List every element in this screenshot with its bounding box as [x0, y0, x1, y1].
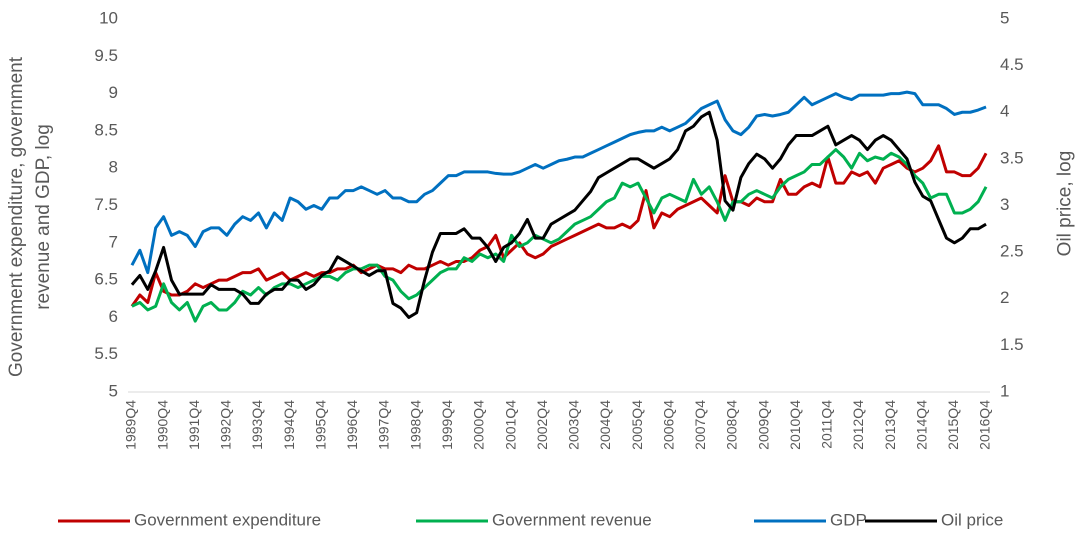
x-tick-label: 2006Q4: [660, 400, 676, 450]
x-tick-label: 2000Q4: [471, 400, 487, 450]
y-tick-label: 7: [109, 232, 118, 251]
x-tick-label: 2005Q4: [629, 400, 645, 450]
x-tick-label: 2001Q4: [502, 400, 518, 450]
x-tick-label: 1993Q4: [249, 400, 265, 450]
legend-label: GDP: [830, 510, 867, 529]
y2-tick-label: 2.5: [1000, 242, 1024, 261]
y-tick-label: 6.5: [94, 270, 118, 289]
x-tick-label: 2009Q4: [755, 400, 771, 450]
y2-tick-label: 1: [1000, 381, 1009, 400]
y-tick-label: 6: [109, 307, 118, 326]
y-tick-label: 7.5: [94, 195, 118, 214]
x-tick-label: 1995Q4: [312, 400, 328, 450]
x-tick-label: 1997Q4: [376, 400, 392, 450]
x-tick-label: 1990Q4: [154, 400, 170, 450]
y-axis-title: Government expenditure, government reven…: [6, 57, 54, 378]
x-tick-label: 2014Q4: [913, 400, 929, 450]
x-tick-label: 2003Q4: [566, 400, 582, 450]
y-tick-label: 8: [109, 158, 118, 177]
series-line: [130, 144, 988, 308]
series-line: [130, 90, 987, 275]
x-tick-label: 2016Q4: [977, 400, 993, 450]
y-tick-label: 5.5: [94, 344, 118, 363]
x-tick-label: 1998Q4: [407, 400, 423, 450]
x-tick-label: 2004Q4: [597, 400, 613, 450]
x-tick-label: 2008Q4: [724, 400, 740, 450]
x-tick-label: 1991Q4: [186, 400, 202, 450]
y2-tick-label: 4: [1000, 102, 1009, 121]
y-tick-label: 9.5: [94, 46, 118, 65]
y-tick-label: 5: [109, 381, 118, 400]
x-tick-label: 2010Q4: [787, 400, 803, 450]
x-tick-label: 2012Q4: [850, 400, 866, 450]
y2-tick-label: 4.5: [1000, 55, 1024, 74]
y2-tick-label: 2: [1000, 288, 1009, 307]
x-tick-label: 1994Q4: [281, 400, 297, 450]
series-line: [130, 110, 987, 319]
legend-label: Oil price: [941, 510, 1003, 529]
x-tick-label: 1999Q4: [439, 400, 455, 450]
x-tick-label: 2015Q4: [945, 400, 961, 450]
x-tick-label: 1989Q4: [123, 400, 139, 450]
x-tick-label: 2013Q4: [882, 400, 898, 450]
x-tick-label: 2011Q4: [819, 400, 835, 449]
x-tick-label: 1996Q4: [344, 400, 360, 450]
y2-tick-label: 1.5: [1000, 335, 1024, 354]
series-line: [131, 148, 988, 323]
y-tick-label: 9: [109, 83, 118, 102]
y2-tick-label: 3: [1000, 195, 1009, 214]
x-tick-label: 1992Q4: [218, 400, 234, 450]
legend-label: Government revenue: [492, 510, 652, 529]
y2-axis-title: Oil price, log: [1054, 150, 1076, 257]
y-tick-label: 10: [99, 8, 118, 27]
x-tick-label: 2002Q4: [534, 400, 550, 450]
y-tick-label: 8.5: [94, 120, 118, 139]
x-tick-label: 2007Q4: [692, 400, 708, 450]
y2-tick-label: 5: [1000, 8, 1009, 27]
y2-tick-label: 3.5: [1000, 148, 1024, 167]
legend-label: Government expenditure: [134, 510, 321, 529]
